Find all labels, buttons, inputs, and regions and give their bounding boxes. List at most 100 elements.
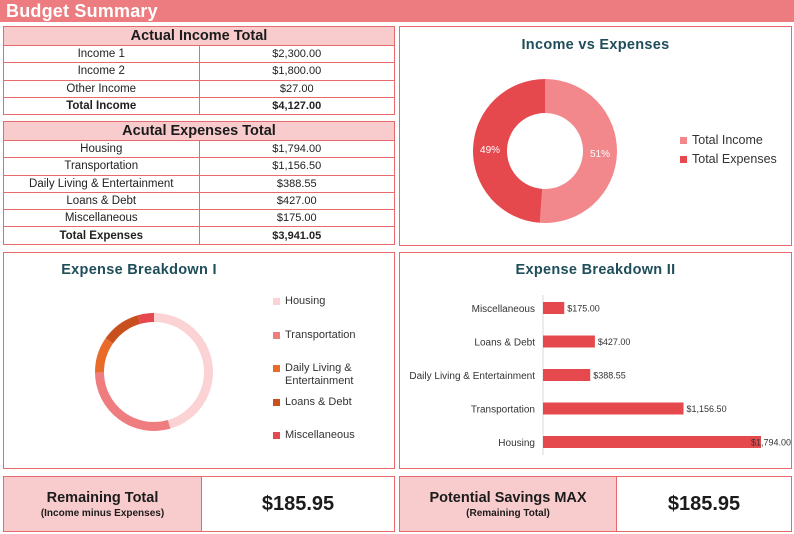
legend-swatch: [273, 398, 280, 406]
slice-transportation: [95, 372, 171, 431]
row-value: $27.00: [198, 79, 395, 98]
legend-item-total-income: Total Income: [680, 134, 763, 147]
potential-savings-box: Potential Savings MAX (Remaining Total) …: [399, 476, 792, 532]
legend-label: Total Income: [692, 133, 763, 147]
row-label: Housing: [3, 139, 200, 159]
total-label: Total Income: [3, 96, 200, 116]
row-value: $2,300.00: [198, 44, 395, 64]
page-title: Budget Summary: [6, 1, 158, 21]
legend-label: Loans & Debt: [285, 395, 352, 408]
total-value: $3,941.05: [198, 226, 395, 245]
total-row: Total Income $4,127.00: [3, 96, 395, 116]
legend-label: Total Expenses: [692, 152, 777, 166]
row-label: Daily Living & Entertainment: [3, 174, 200, 193]
total-label: Total Expenses: [3, 226, 200, 245]
expense-breakdown-2-chart: Miscellaneous $175.00 Loans & Debt $427.00 D…: [409, 295, 791, 455]
row-label: Income 1: [3, 44, 200, 64]
table-row: Transportation $1,156.50: [3, 157, 395, 176]
legend-swatch: [273, 432, 280, 439]
data-label-housing: $1,794.00: [751, 438, 791, 448]
category-label-daily-living-and-entertainment: Daily Living & Entertainment: [409, 371, 535, 382]
row-value: $1,800.00: [198, 62, 395, 81]
potential-savings-sublabel: (Remaining Total): [466, 507, 550, 519]
table-row: Other Income $27.00: [3, 79, 395, 98]
legend-item-transportation: Transportation: [273, 329, 356, 342]
slice-total-expenses: [473, 79, 545, 223]
expenses-table: Acutal Expenses Total Housing $1,794.00 T…: [3, 121, 395, 245]
legend-swatch: [680, 156, 687, 163]
row-label: Miscellaneous: [3, 209, 200, 228]
legend-swatch: [680, 137, 687, 144]
data-label-transportation: $1,156.50: [687, 404, 727, 414]
data-label-total-expenses: 49%: [480, 145, 500, 156]
income-table-title: Actual Income Total: [3, 26, 395, 46]
category-label-housing: Housing: [498, 438, 535, 449]
data-label-daily-living-and-entertainment: $388.55: [593, 371, 626, 381]
legend-item-loans-and-debt: Loans & Debt: [273, 396, 352, 409]
expense-breakdown-2-panel: Expense Breakdown II Miscellaneous $175.0…: [399, 252, 792, 469]
legend-item-housing: Housing: [273, 295, 325, 308]
potential-savings-value: $185.95: [617, 477, 791, 531]
potential-savings-label-cell: Potential Savings MAX (Remaining Total): [400, 477, 617, 531]
table-row: Loans & Debt $427.00: [3, 191, 395, 211]
category-label-loans-and-debt: Loans & Debt: [474, 338, 535, 349]
data-label-loans-and-debt: $427.00: [598, 337, 631, 347]
data-label-miscellaneous: $175.00: [567, 304, 600, 314]
legend-swatch: [273, 298, 280, 305]
legend-item-miscellaneous: Miscellaneous: [273, 429, 355, 442]
category-label-miscellaneous: Miscellaneous: [472, 304, 535, 315]
bar-housing: [543, 436, 761, 448]
row-label: Loans & Debt: [3, 191, 200, 211]
slice-loans-and-debt: [105, 315, 141, 344]
bar-miscellaneous: [543, 302, 565, 314]
remaining-total-sublabel: (Income minus Expenses): [40, 507, 165, 519]
legend-item-daily-living-and-entertainment: Daily Living & Entertainment: [273, 362, 353, 388]
chart-title: Expense Breakdown I: [61, 262, 217, 278]
legend-label: Transportation: [285, 328, 356, 341]
income-vs-expenses-chart: 51% 49%: [473, 79, 618, 223]
expense-breakdown-1-panel: Expense Breakdown I Housing Transportatio…: [3, 252, 395, 469]
row-label: Transportation: [3, 157, 200, 176]
row-value: $427.00: [198, 191, 395, 211]
legend-swatch: [273, 331, 280, 339]
remaining-total-label-cell: Remaining Total (Income minus Expenses): [4, 477, 202, 531]
row-value: $388.55: [198, 174, 395, 193]
legend-item-total-expenses: Total Expenses: [680, 153, 777, 166]
row-label: Income 2: [3, 62, 200, 81]
table-row: Daily Living & Entertainment $388.55: [3, 174, 395, 193]
row-value: $1,794.00: [198, 139, 395, 159]
row-value: $175.00: [198, 209, 395, 228]
slice-housing: [154, 313, 214, 429]
legend-swatch: [273, 365, 280, 372]
table-row: Income 1 $2,300.00: [3, 44, 395, 64]
data-label-total-income: 51%: [590, 149, 610, 160]
expenses-table-title: Acutal Expenses Total: [3, 121, 395, 141]
slice-daily-living-and-entertainment: [95, 338, 114, 373]
total-row: Total Expenses $3,941.05: [3, 226, 395, 245]
title-bar: Budget Summary: [0, 0, 794, 22]
slice-total-income: [539, 79, 618, 223]
bar-loans-and-debt: [543, 335, 595, 348]
bar-transportation: [543, 402, 684, 415]
row-label: Other Income: [3, 79, 200, 98]
chart-title: Expense Breakdown II: [515, 262, 676, 278]
category-label-transportation: Transportation: [471, 405, 535, 416]
legend-label: Housing: [285, 295, 326, 307]
table-row: Income 2 $1,800.00: [3, 62, 395, 81]
total-value: $4,127.00: [198, 96, 395, 116]
chart-title: Income vs Expenses: [521, 37, 670, 53]
table-row: Housing $1,794.00: [3, 139, 395, 159]
bar-daily-living-and-entertainment: [543, 369, 591, 381]
legend-label: Miscellaneous: [285, 429, 355, 441]
row-value: $1,156.50: [198, 157, 395, 176]
expense-breakdown-1-chart: [95, 313, 214, 431]
income-table: Actual Income Total Income 1 $2,300.00 In…: [3, 26, 395, 116]
potential-savings-label: Potential Savings MAX: [429, 489, 587, 506]
legend-label: Daily Living & Entertainment: [285, 362, 354, 387]
remaining-total-box: Remaining Total (Income minus Expenses) …: [3, 476, 395, 532]
remaining-total-label: Remaining Total: [46, 489, 159, 506]
income-vs-expenses-panel: Income vs Expenses 51% 49% Total Income To…: [399, 26, 792, 246]
table-row: Miscellaneous $175.00: [3, 209, 395, 228]
slice-miscellaneous: [137, 313, 154, 324]
remaining-total-value: $185.95: [202, 477, 394, 531]
